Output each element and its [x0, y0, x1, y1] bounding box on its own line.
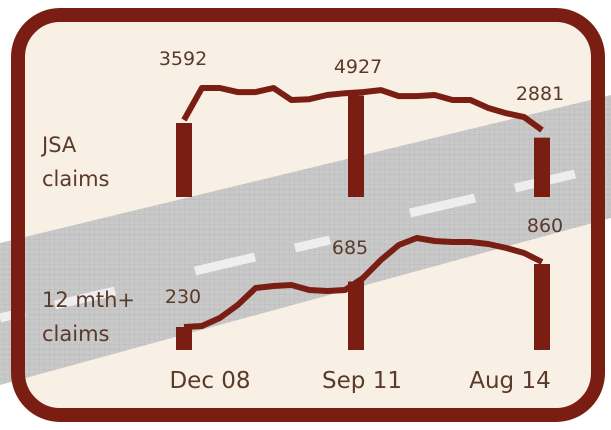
series-label: JSA claims: [42, 128, 112, 196]
bar: [348, 282, 364, 351]
data-label: 860: [527, 215, 563, 237]
x-label: Sep 11: [322, 368, 402, 394]
data-label: 4927: [334, 56, 382, 78]
x-label: Aug 14: [469, 368, 551, 394]
chart: 3592 4927 2881 230 685 860 Dec 08 Sep 11 Aug 14: [0, 0, 611, 430]
x-label: Dec 08: [169, 368, 250, 394]
data-label: 230: [165, 286, 201, 308]
series-label: 12 mth+ claims: [42, 283, 142, 351]
bar: [534, 264, 550, 350]
data-label: 685: [332, 237, 368, 259]
bar: [348, 96, 364, 197]
bar: [176, 123, 192, 197]
data-label: 2881: [516, 83, 564, 105]
bar: [176, 327, 192, 350]
infographic: 359249272881230685860Dec 08Sep 11Aug 14 …: [0, 0, 611, 430]
bar: [534, 138, 550, 197]
data-label: 3592: [159, 48, 207, 70]
